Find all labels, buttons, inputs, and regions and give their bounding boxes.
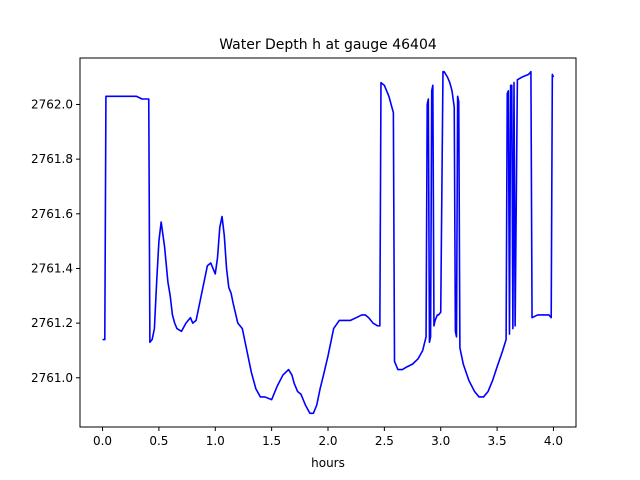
y-tick-label: 2761.6 (31, 207, 73, 221)
x-tick-label: 1.5 (262, 434, 281, 448)
y-tick-label: 2761.8 (31, 152, 73, 166)
chart-title: Water Depth h at gauge 46404 (219, 37, 437, 53)
x-tick-label: 3.5 (488, 434, 507, 448)
x-tick-label: 0.5 (149, 434, 168, 448)
x-tick-label: 2.5 (375, 434, 394, 448)
x-tick-label: 2.0 (318, 434, 337, 448)
y-tick-label: 2761.4 (31, 261, 73, 275)
x-axis-label: hours (311, 456, 345, 470)
series-line (102, 70, 555, 415)
x-axis: 0.0 0.5 1.0 1.5 2.0 2.5 3.0 3.5 4.0 (93, 427, 563, 448)
plot-frame (79, 57, 577, 428)
x-tick-label: 1.0 (206, 434, 225, 448)
x-tick-label: 3.0 (431, 434, 450, 448)
x-tick-label: 0.0 (93, 434, 112, 448)
y-tick-label: 2761.0 (31, 371, 73, 385)
y-tick-label: 2761.2 (31, 316, 73, 330)
y-axis: 2761.0 2761.2 2761.4 2761.6 2761.8 2762.0 (31, 97, 80, 385)
y-tick-label: 2762.0 (31, 97, 73, 111)
plot-area (79, 57, 577, 428)
x-tick-label: 4.0 (544, 434, 563, 448)
